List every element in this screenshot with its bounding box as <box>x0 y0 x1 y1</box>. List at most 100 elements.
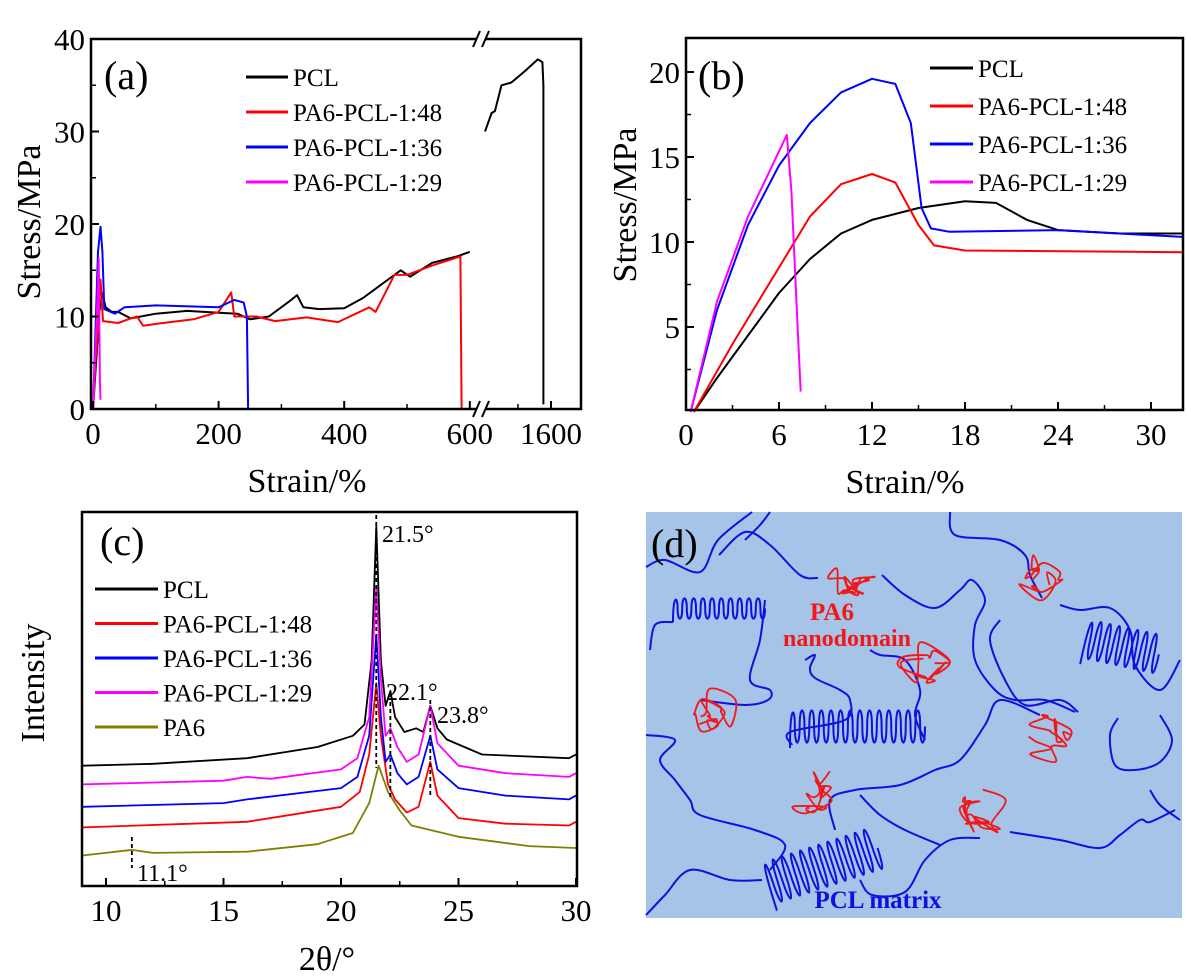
legend-label-pcl: PCL <box>293 65 339 92</box>
y-tick-label: 40 <box>54 22 85 57</box>
x-tick-label: 400 <box>321 416 368 451</box>
series-line-pa6-pcl-1-29 <box>689 133 802 413</box>
legend-label-pa6-pcl-1-48: PA6-PCL-1:48 <box>978 94 1127 121</box>
series-line-pa6-pcl-1-36 <box>82 633 577 808</box>
legend-label-pa6-pcl-1-36: PA6-PCL-1:36 <box>978 132 1127 159</box>
y-tick-label: 5 <box>665 310 681 345</box>
x-tick-label: 20 <box>326 893 357 928</box>
pcl-chain <box>649 620 674 651</box>
axis-break-mark <box>472 30 490 48</box>
y-axis-title: Stress/MPa <box>607 128 644 283</box>
axis-break-mark <box>472 400 490 418</box>
panel-label: (a) <box>104 53 148 98</box>
pcl-chain <box>988 619 1079 713</box>
series-line-pa6-pcl-1-36 <box>689 77 1183 413</box>
y-tick-label: 0 <box>70 392 86 427</box>
y-tick-label: 15 <box>649 140 680 175</box>
y-tick-label: 10 <box>649 225 680 260</box>
series-line-pcl <box>692 200 1182 413</box>
x-tick-label: 0 <box>85 416 101 451</box>
pcl-chain <box>948 511 1043 599</box>
pcl-chain <box>699 599 773 707</box>
peak-label: 11.1° <box>137 861 188 887</box>
nanodomain-label-line1: PA6 <box>810 599 854 626</box>
x-axis-title: Strain/% <box>248 463 367 500</box>
legend-label-pa6: PA6 <box>163 715 205 742</box>
panel-a: 0 200 400 600 1600 0 10 20 30 40 Strain/% Stress/MP… <box>11 22 583 500</box>
x-tick-label: 0 <box>678 417 694 452</box>
panel-label: (b) <box>698 53 745 98</box>
panel-b: 0 6 12 18 24 30 5 10 15 20 Strain/% Stress/MPa (b) PC… <box>607 36 1185 501</box>
x-tick-label: 30 <box>561 893 592 928</box>
y-tick-label: 30 <box>54 115 85 150</box>
panel-d: (d) PA6 nanodomain PCL matrix <box>645 511 1182 918</box>
legend-label-pa6-pcl-1-36: PA6-PCL-1:36 <box>163 646 312 673</box>
pa6-coil-group <box>692 554 1073 834</box>
x-tick-label: 1600 <box>520 416 582 451</box>
matrix-label: PCL matrix <box>814 887 942 914</box>
legend-label-pa6-pcl-1-29: PA6-PCL-1:29 <box>163 681 312 708</box>
x-tick-label: 30 <box>1136 417 1167 452</box>
legend-label-pa6-pcl-1-48: PA6-PCL-1:48 <box>163 612 312 639</box>
series-line-pa6-pcl-1-29 <box>82 585 577 786</box>
legend-label-pa6-pcl-1-48: PA6-PCL-1:48 <box>293 100 442 127</box>
axis-break-gap <box>476 36 486 42</box>
x-tick-label: 12 <box>857 417 888 452</box>
pcl-chain <box>1149 789 1181 821</box>
y-tick-label: 10 <box>54 300 85 335</box>
pa6-nanodomain-coil <box>958 788 1007 834</box>
y-axis-title: Intensity <box>15 624 52 743</box>
pa6-nanodomain-coil <box>827 567 876 597</box>
panel-c: 10 15 20 25 30 2θ/° Intensity (c) PCL PA6-PCL-1:4… <box>15 510 592 978</box>
pcl-lamella-fold <box>763 828 884 911</box>
plot-frame <box>89 37 583 411</box>
pcl-chain <box>645 868 763 916</box>
pa6-nanodomain-coil <box>1018 554 1064 602</box>
pcl-lamella-fold <box>789 709 926 749</box>
peak-label: 23.8° <box>437 703 489 729</box>
y-tick-label: 20 <box>649 55 680 90</box>
pcl-chain-group <box>645 511 1181 916</box>
pcl-chain <box>1108 714 1174 772</box>
pa6-nanodomain-coil <box>692 687 738 733</box>
legend-label-pcl: PCL <box>163 577 209 604</box>
y-tick-label: 20 <box>54 207 85 242</box>
pcl-chain <box>645 511 753 574</box>
pa6-nanodomain-coil <box>1028 714 1073 763</box>
pcl-chain <box>859 794 941 846</box>
legend-label-pa6-pcl-1-36: PA6-PCL-1:36 <box>293 135 442 162</box>
pa6-nanodomain-coil <box>791 770 833 815</box>
pcl-chain <box>645 734 787 871</box>
pcl-chain <box>859 836 981 898</box>
x-tick-label: 18 <box>950 417 981 452</box>
x-axis-title: Strain/% <box>846 464 965 501</box>
x-tick-label: 24 <box>1043 417 1075 452</box>
x-tick-label: 600 <box>447 416 494 451</box>
pcl-lamella-fold <box>1079 621 1160 674</box>
plot-frame <box>684 36 1185 412</box>
series-line-pa6 <box>82 764 577 857</box>
x-tick-label: 200 <box>195 416 242 451</box>
nanodomain-label-line2: nanodomain <box>783 626 911 652</box>
series-line-pa6-pcl-1-48 <box>82 682 577 829</box>
pcl-chain <box>1009 809 1176 850</box>
pcl-chain <box>718 530 819 580</box>
series-line-pcl <box>82 525 577 767</box>
legend-label-pa6-pcl-1-29: PA6-PCL-1:29 <box>978 170 1127 197</box>
pcl-chain <box>785 653 853 746</box>
series-line-pa6-pcl-1-36 <box>92 225 250 410</box>
legend-label-pa6-pcl-1-29: PA6-PCL-1:29 <box>293 170 442 197</box>
y-axis-title: Stress/MPa <box>11 145 48 300</box>
x-tick-label: 10 <box>91 893 122 928</box>
x-axis-title: 2θ/° <box>299 941 355 978</box>
pcl-chain <box>828 698 1041 831</box>
axis-break-gap <box>476 406 486 412</box>
panel-label-d: (d) <box>651 521 698 566</box>
panel-label: (c) <box>100 519 144 564</box>
pa6-nanodomain-coil <box>896 641 951 684</box>
peak-label: 22.1° <box>386 680 438 706</box>
series-line-pa6-pcl-1-48 <box>692 173 1183 413</box>
legend-label-pcl: PCL <box>978 56 1024 83</box>
peak-label: 21.5° <box>382 522 434 548</box>
